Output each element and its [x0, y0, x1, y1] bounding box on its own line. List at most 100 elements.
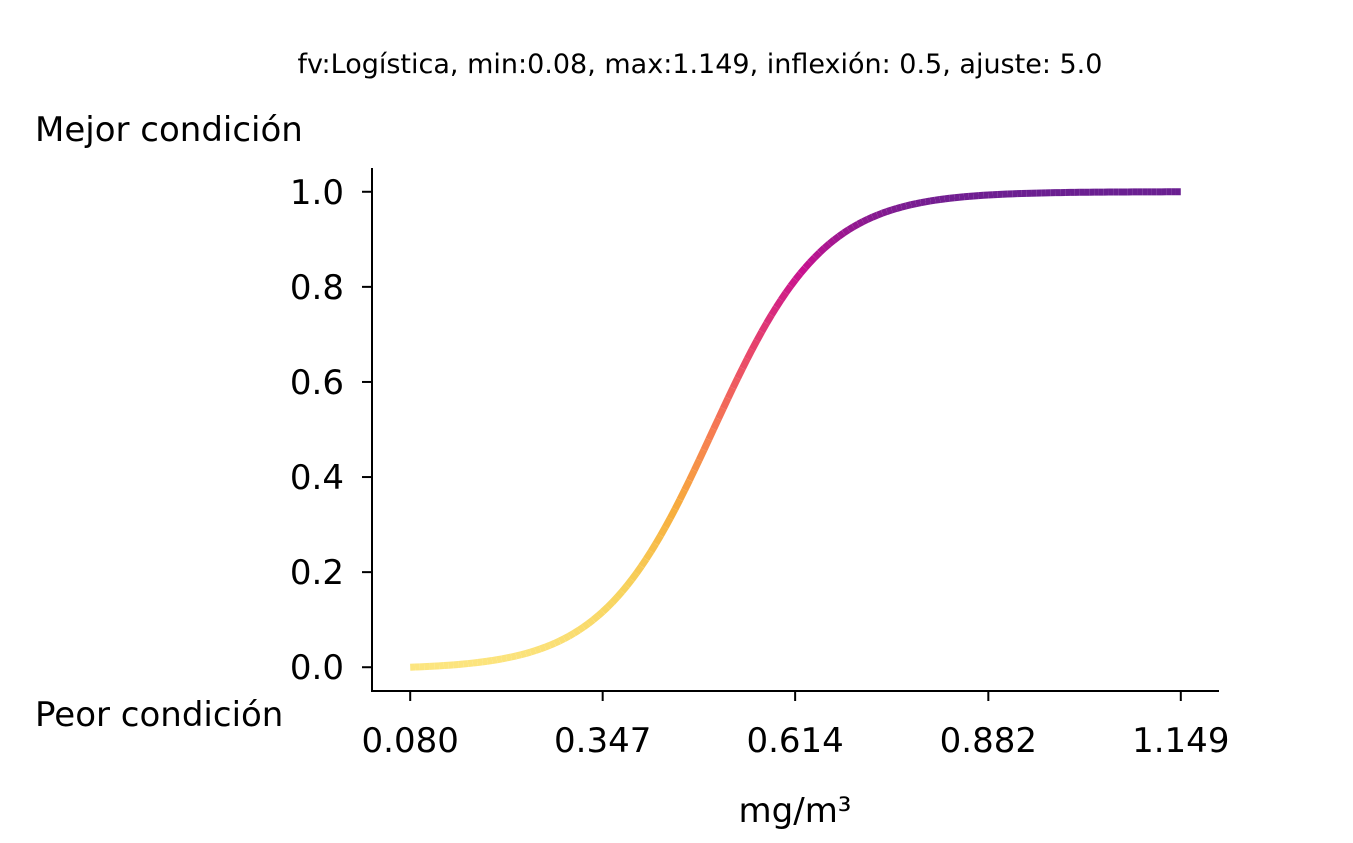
y-tick-label: 1.0	[290, 173, 344, 213]
curve-segment	[605, 599, 615, 610]
curve-segment	[729, 376, 741, 390]
curve-segment	[676, 488, 688, 502]
curve-segment	[586, 617, 596, 627]
curve-segment	[515, 651, 522, 660]
curve-segment	[590, 613, 601, 623]
y-tick-label: 0.6	[290, 363, 344, 403]
curve-segment	[553, 637, 561, 647]
curve-segment	[866, 213, 874, 223]
curve-segment	[696, 448, 708, 462]
curve-segment	[510, 652, 517, 661]
curve-segment	[609, 594, 620, 605]
curve-segment	[600, 604, 611, 615]
curve-segment	[643, 549, 654, 561]
curve-segment	[856, 218, 865, 228]
curve-segment	[773, 297, 784, 310]
curve-segment	[524, 648, 532, 657]
curve-segment	[802, 260, 813, 271]
x-tick-label: 0.882	[940, 721, 1037, 761]
x-tick-label: 1.149	[1132, 721, 1229, 761]
curve-segment	[491, 656, 498, 664]
curve-segment	[638, 557, 650, 569]
curve-segment	[934, 196, 941, 204]
y-tick-label: 0.2	[290, 553, 344, 593]
curve-segment	[822, 241, 832, 251]
curve-segment	[715, 406, 727, 421]
curve-segment	[619, 583, 630, 594]
x-axis-label: mg/m³	[739, 791, 852, 831]
curve-segment	[783, 283, 794, 295]
y-ticks: 0.0 0.2 0.4 0.6 0.8 1.0	[290, 173, 372, 688]
y-tick-label: 0.4	[290, 458, 344, 498]
curve-segment	[831, 233, 841, 243]
curve-segment	[876, 209, 884, 219]
curve-segment	[749, 338, 761, 352]
curve-segment	[939, 195, 946, 203]
curve-segment	[851, 221, 860, 230]
chart-title: fv:Logística, min:0.08, max:1.149, infle…	[298, 49, 1103, 80]
curve-segment	[817, 245, 827, 256]
curve-segment	[543, 642, 552, 651]
curve-segment	[472, 659, 479, 667]
curve-segment	[529, 647, 537, 656]
x-tick-label: 0.080	[362, 721, 459, 761]
curve-segment	[763, 313, 775, 325]
curve-segment	[797, 265, 808, 276]
curve-segment	[652, 533, 664, 546]
curve-segment	[700, 437, 712, 452]
x-tick-label: 0.347	[554, 721, 651, 761]
curve-segment	[662, 516, 674, 529]
curve-segment	[807, 254, 818, 265]
curve-segment	[836, 230, 846, 240]
y-tick-label: 0.0	[290, 648, 344, 688]
curve-segment	[481, 657, 488, 666]
curve-segment	[900, 202, 908, 211]
curve-segment	[628, 570, 640, 582]
curve-segment	[539, 643, 547, 653]
curve-segment	[614, 589, 625, 600]
curve-segment	[881, 208, 889, 217]
curve-segment	[787, 277, 799, 289]
curve-segment	[486, 657, 493, 665]
curve-segment	[705, 427, 717, 441]
curve-segment	[505, 653, 513, 662]
curve-segment	[595, 608, 606, 619]
curve-segment	[496, 655, 503, 664]
curve-segment	[812, 250, 823, 260]
curve-segment	[581, 620, 591, 630]
curve-segment	[710, 417, 722, 431]
curve-segment	[753, 329, 765, 343]
curve-segment	[724, 386, 737, 400]
curve-segment	[657, 525, 669, 538]
curve-segment	[686, 468, 698, 482]
curve-segment	[501, 654, 508, 663]
curve-segment	[890, 205, 898, 214]
curve-segment	[910, 200, 917, 209]
curve-segment	[572, 627, 581, 637]
curve-segment	[648, 541, 659, 554]
curve-segment	[567, 630, 576, 640]
curve-segment	[895, 203, 903, 212]
curve-segment	[846, 223, 856, 233]
logistic-curve	[410, 188, 1181, 671]
curve-segment	[576, 624, 586, 634]
y-label-best: Mejor condición	[35, 110, 303, 150]
curve-segment	[841, 226, 851, 236]
curve-segment	[744, 347, 756, 361]
curve-segment	[562, 632, 571, 642]
curve-segment	[548, 640, 557, 649]
curve-segment	[467, 659, 474, 668]
curve-segment	[624, 577, 635, 588]
curve-segment	[739, 357, 751, 370]
y-tick-label: 0.8	[290, 268, 344, 308]
curve-segment	[667, 507, 679, 520]
curve-segment	[758, 321, 770, 334]
y-label-worst: Peor condición	[35, 695, 283, 735]
x-tick-label: 0.614	[746, 721, 843, 761]
curve-segment	[557, 635, 566, 645]
curve-segment	[920, 198, 927, 207]
curve-segment	[924, 197, 931, 206]
curve-segment	[871, 211, 879, 221]
curve-segment	[778, 290, 789, 302]
